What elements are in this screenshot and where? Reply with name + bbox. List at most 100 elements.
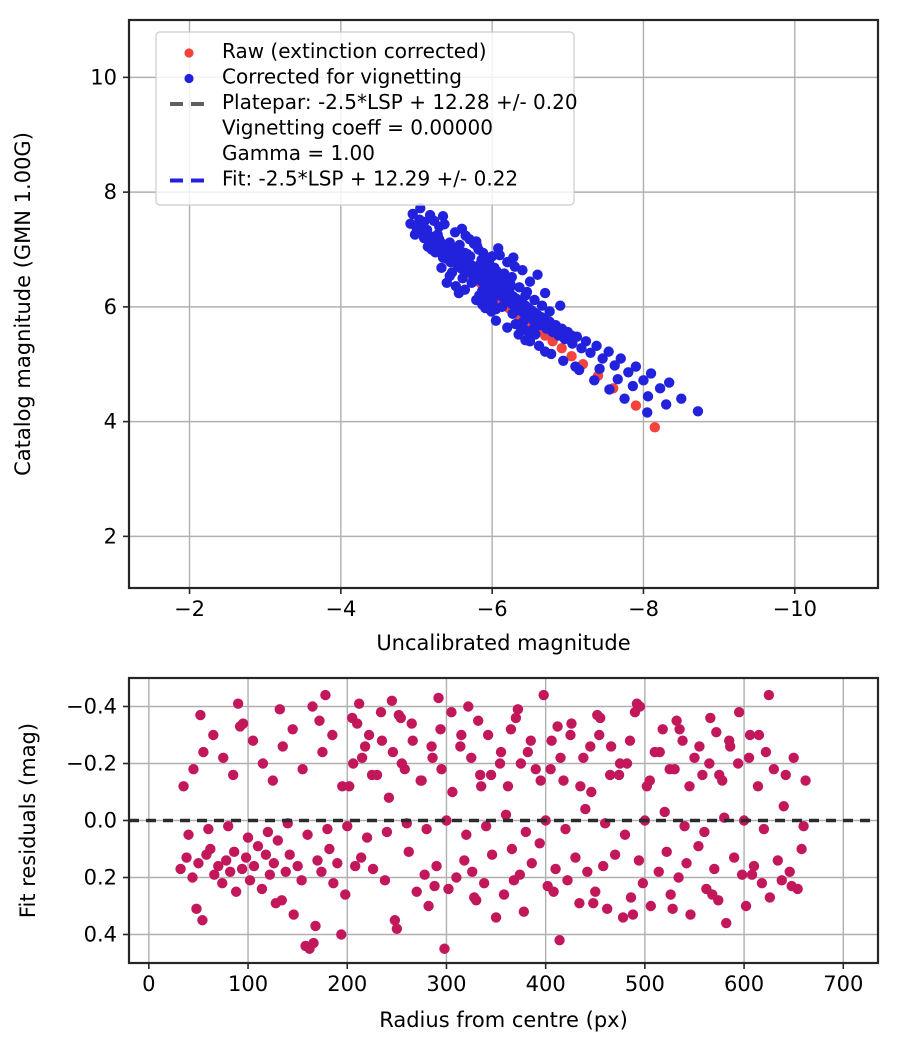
- data-point: [242, 832, 254, 843]
- data-point: [693, 840, 704, 852]
- data-point: [498, 889, 510, 900]
- data-point: [355, 852, 367, 863]
- data-point: [363, 729, 375, 741]
- data-point: [439, 219, 450, 230]
- y-tick-label: 0.4: [84, 923, 117, 947]
- data-point: [443, 883, 454, 895]
- data-point: [411, 886, 422, 897]
- data-point: [348, 758, 359, 769]
- data-point: [426, 244, 437, 255]
- data-point: [421, 823, 432, 835]
- data-point: [473, 715, 484, 726]
- data-point: [546, 735, 557, 746]
- data-point: [436, 764, 447, 775]
- data-point: [660, 399, 672, 410]
- data-point: [733, 707, 745, 718]
- data-point: [642, 407, 653, 418]
- data-point: [705, 712, 716, 724]
- data-point: [423, 900, 434, 912]
- data-point: [429, 880, 440, 892]
- data-point: [342, 821, 353, 832]
- data-point: [532, 269, 543, 280]
- data-point: [604, 769, 616, 781]
- data-point: [637, 878, 649, 889]
- data-point: [391, 923, 403, 934]
- data-point: [684, 781, 695, 792]
- data-point: [264, 869, 276, 880]
- data-point: [513, 329, 524, 340]
- data-point: [337, 781, 348, 792]
- data-point: [332, 858, 343, 869]
- data-point: [312, 855, 323, 866]
- data-point: [383, 792, 395, 803]
- data-point: [302, 829, 313, 840]
- data-point: [645, 900, 657, 912]
- data-point: [657, 724, 668, 735]
- x-tick-label: −10: [773, 597, 817, 621]
- x-tick-label: 300: [426, 972, 466, 996]
- data-point: [435, 724, 446, 735]
- data-point: [566, 718, 577, 729]
- data-point: [732, 758, 744, 769]
- data-point: [431, 860, 442, 872]
- data-point: [502, 781, 514, 792]
- data-point: [287, 724, 298, 735]
- data-point: [676, 393, 687, 404]
- data-point: [457, 272, 468, 284]
- data-point: [707, 889, 718, 900]
- legend-label: Corrected for vignetting: [222, 65, 462, 89]
- data-point: [723, 735, 735, 746]
- data-point: [586, 786, 597, 798]
- data-point: [475, 781, 487, 792]
- data-point: [426, 741, 437, 752]
- data-point: [679, 821, 690, 832]
- y-tick-label: −0.4: [66, 695, 117, 719]
- data-point: [575, 781, 586, 792]
- y-axis-label: Fit residuals (mag): [16, 723, 40, 918]
- data-point: [512, 704, 524, 715]
- data-point: [277, 741, 288, 752]
- data-point: [247, 735, 259, 746]
- data-point: [619, 829, 631, 840]
- data-point: [361, 832, 373, 843]
- data-point: [585, 347, 596, 358]
- data-point: [433, 692, 444, 704]
- data-point: [529, 294, 540, 306]
- y-tick-label: 10: [90, 65, 117, 89]
- legend-label: Fit: -2.5*LSP + 12.29 +/- 0.22: [222, 167, 518, 191]
- data-point: [493, 243, 504, 254]
- data-point: [776, 875, 787, 886]
- data-point: [209, 869, 220, 880]
- x-tick-label: 600: [724, 972, 764, 996]
- x-tick-label: 500: [625, 972, 665, 996]
- data-point: [407, 208, 418, 220]
- data-point: [280, 866, 291, 877]
- data-point: [736, 869, 748, 880]
- data-point: [409, 229, 421, 240]
- data-point: [240, 852, 252, 863]
- data-point: [654, 383, 666, 394]
- data-point: [661, 846, 672, 858]
- data-point: [474, 769, 486, 781]
- data-point: [625, 892, 637, 903]
- data-point: [228, 846, 240, 858]
- data-point: [704, 758, 715, 769]
- data-point: [536, 300, 548, 311]
- data-point: [558, 325, 570, 337]
- data-point: [217, 878, 228, 889]
- data-point: [367, 863, 379, 875]
- data-point: [284, 849, 295, 860]
- data-point: [630, 361, 642, 372]
- data-point: [393, 709, 405, 721]
- data-point: [227, 769, 239, 781]
- data-point: [510, 712, 522, 724]
- data-point: [570, 361, 581, 372]
- data-point: [267, 775, 279, 786]
- x-axis-label: Uncalibrated magnitude: [376, 631, 630, 655]
- data-point: [349, 860, 361, 872]
- data-point: [555, 752, 566, 763]
- data-point: [778, 801, 789, 812]
- data-point: [381, 826, 393, 838]
- data-point: [456, 263, 468, 275]
